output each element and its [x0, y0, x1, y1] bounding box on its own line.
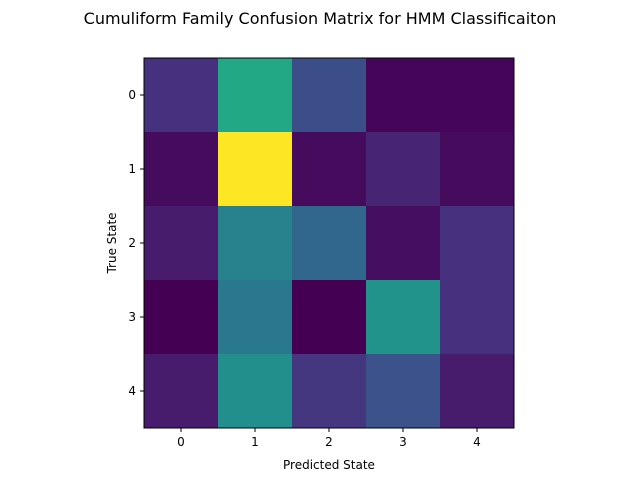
x-tick-label: 1	[251, 435, 259, 449]
heatmap-cell-r3-c3	[366, 280, 441, 355]
x-tick-label: 4	[473, 435, 481, 449]
heatmap-cell-r3-c1	[218, 280, 293, 355]
y-axis-ticks: 0 1 2 3 4	[128, 88, 144, 398]
heatmap-cell-r1-c0	[144, 132, 219, 207]
heatmap-cell-r1-c1	[218, 132, 293, 207]
heatmap-cell-r2-c0	[144, 206, 219, 281]
y-tick-label: 0	[128, 88, 136, 102]
x-axis-ticks: 0 1 2 3 4	[177, 428, 481, 449]
heatmap-cell-r3-c4	[440, 280, 515, 355]
y-tick-label: 4	[128, 384, 136, 398]
x-tick-label: 2	[325, 435, 333, 449]
heatmap-cell-r0-c0	[144, 58, 219, 133]
chart-title: Cumuliform Family Confusion Matrix for H…	[84, 9, 557, 28]
heatmap-cell-r4-c1	[218, 354, 293, 429]
heatmap-cells	[144, 58, 515, 429]
heatmap-cell-r3-c2	[292, 280, 367, 355]
heatmap-cell-r0-c2	[292, 58, 367, 133]
heatmap-cell-r1-c3	[366, 132, 441, 207]
x-axis-label: Predicted State	[283, 458, 375, 472]
heatmap-cell-r1-c2	[292, 132, 367, 207]
heatmap-cell-r4-c3	[366, 354, 441, 429]
y-tick-label: 1	[128, 162, 136, 176]
heatmap-cell-r4-c2	[292, 354, 367, 429]
heatmap-cell-r0-c1	[218, 58, 293, 133]
heatmap-cell-r2-c3	[366, 206, 441, 281]
x-tick-label: 3	[399, 435, 407, 449]
heatmap-cell-r4-c4	[440, 354, 515, 429]
x-tick-label: 0	[177, 435, 185, 449]
heatmap-cell-r0-c4	[440, 58, 515, 133]
y-tick-label: 2	[128, 236, 136, 250]
heatmap-cell-r3-c0	[144, 280, 219, 355]
y-tick-label: 3	[128, 310, 136, 324]
heatmap-cell-r2-c1	[218, 206, 293, 281]
heatmap-cell-r1-c4	[440, 132, 515, 207]
heatmap-cell-r0-c3	[366, 58, 441, 133]
heatmap-cell-r2-c4	[440, 206, 515, 281]
heatmap-cell-r4-c0	[144, 354, 219, 429]
heatmap-cell-r2-c2	[292, 206, 367, 281]
y-axis-label: True State	[105, 212, 119, 274]
